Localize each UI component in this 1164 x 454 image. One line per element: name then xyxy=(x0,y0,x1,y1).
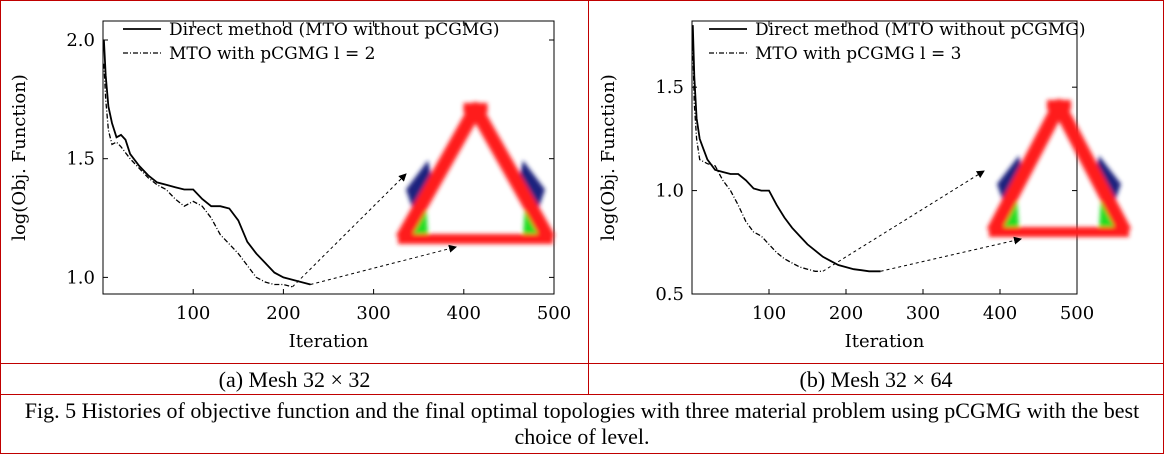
chart-a: 100 200 300 400 500 1.0 1.5 2.0 Iteration log(Obj… xyxy=(9,20,571,352)
series-line-2 xyxy=(692,45,823,272)
y-tick-label: 2.0 xyxy=(66,30,95,51)
series-line-2 xyxy=(103,63,293,288)
figure-caption: Fig. 5 Histories of objective function a… xyxy=(0,394,1164,454)
x-tick-label: 100 xyxy=(752,303,786,324)
x-tick-label: 500 xyxy=(537,303,571,324)
plot-frame xyxy=(691,20,1078,295)
pointer-arrow-2 xyxy=(310,244,457,285)
y-tick-label: 1.5 xyxy=(655,77,684,98)
inset-blue-left xyxy=(406,160,434,213)
chart-panel-b: 100 200 300 400 500 0.5 1.0 1.5 Iteration log(Obj… xyxy=(588,0,1164,364)
topology-inset xyxy=(986,99,1132,237)
chart-b: 100 200 300 400 500 0.5 1.0 1.5 Iteration log(Obj… xyxy=(598,20,1132,352)
x-tick-label: 500 xyxy=(1060,303,1094,324)
plot-frame xyxy=(102,20,555,295)
x-tick-label: 300 xyxy=(356,303,390,324)
x-tick-label: 200 xyxy=(829,303,863,324)
x-tick-label: 200 xyxy=(266,303,300,324)
chart-panel-a: 100 200 300 400 500 1.0 1.5 2.0 Iteration log(Obj… xyxy=(0,0,589,364)
series-line-1 xyxy=(103,39,311,286)
inset-blue-left xyxy=(997,155,1025,207)
subcaption-a: (a) Mesh 32 × 32 xyxy=(0,363,589,395)
inset-red-top xyxy=(463,103,488,113)
x-tick-label: 400 xyxy=(983,303,1017,324)
pointer-arrow-1 xyxy=(822,170,985,272)
pointer-arrow-2 xyxy=(880,236,1022,272)
inset-blue-right xyxy=(1093,155,1121,207)
series-line-1 xyxy=(691,25,881,273)
inset-blue-right xyxy=(517,160,545,213)
y-tick-label: 0.5 xyxy=(655,284,684,305)
x-tick-label: 100 xyxy=(176,303,210,324)
y-tick-label: 1.0 xyxy=(655,181,684,202)
legend-label-2: MTO with pCGMG l = 3 xyxy=(755,44,961,64)
x-axis-label: Iteration xyxy=(289,331,369,352)
pointer-arrow-1 xyxy=(292,173,407,288)
legend-label-2: MTO with pCGMG l = 2 xyxy=(169,44,375,64)
x-tick-label: 300 xyxy=(906,303,940,324)
x-tick-label: 400 xyxy=(447,303,481,324)
y-axis-label: log(Obj. Function) xyxy=(598,74,619,241)
topology-inset xyxy=(395,102,556,244)
y-tick-label: 1.5 xyxy=(66,149,95,170)
legend-label-1: Direct method (MTO without pCGMG) xyxy=(169,20,500,40)
y-axis-label: log(Obj. Function) xyxy=(9,74,30,241)
y-tick-label: 1.0 xyxy=(66,267,95,288)
legend-label-1: Direct method (MTO without pCGMG) xyxy=(755,20,1086,40)
subcaption-b: (b) Mesh 32 × 64 xyxy=(588,363,1164,395)
x-axis-label: Iteration xyxy=(845,331,925,352)
inset-red-top xyxy=(1047,100,1071,110)
